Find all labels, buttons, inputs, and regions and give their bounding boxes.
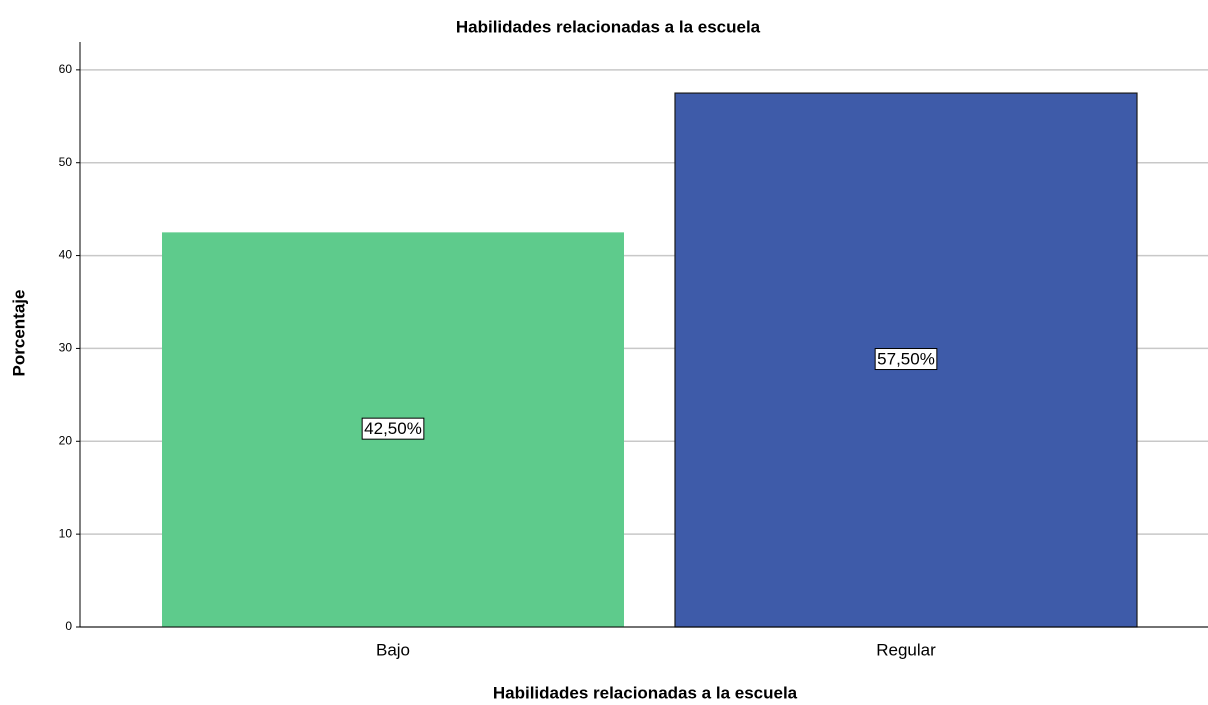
y-tick-label: 50 [59, 155, 73, 169]
y-tick-label: 20 [59, 433, 73, 447]
x-tick-label: Bajo [376, 640, 410, 659]
y-tick-label: 0 [65, 619, 72, 633]
data-label-box [361, 417, 425, 440]
y-axis-title: Porcentaje [9, 290, 28, 377]
x-axis-title: Habilidades relacionadas a la escuela [493, 683, 798, 702]
y-tick-label: 40 [59, 248, 73, 262]
data-label-box [874, 348, 938, 371]
y-tick-label: 60 [59, 62, 73, 76]
x-tick-label: Regular [876, 640, 936, 659]
data-label: 57,50% [877, 350, 935, 369]
chart-title: Habilidades relacionadas a la escuela [456, 17, 761, 36]
y-tick-label: 10 [59, 526, 73, 540]
data-label: 42,50% [364, 419, 422, 438]
y-tick-label: 30 [59, 341, 73, 355]
